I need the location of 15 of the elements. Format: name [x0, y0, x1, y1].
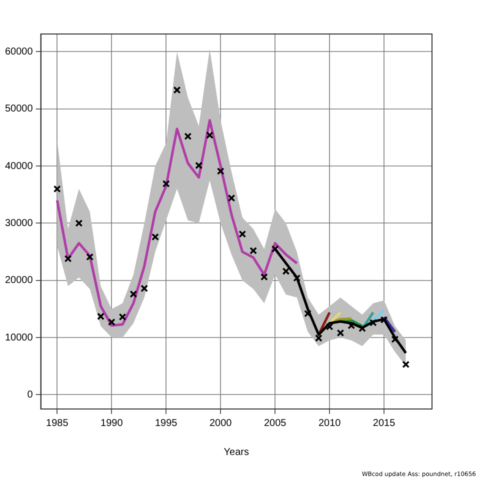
y-tick-label: 60000 — [4, 46, 34, 58]
y-tick-label: 50000 — [4, 104, 34, 115]
y-tick-label: 0 — [27, 389, 34, 400]
y-tick-label: 10000 — [4, 332, 34, 344]
x-tick-label: 2000 — [209, 418, 232, 429]
x-tick-label: 1985 — [46, 418, 69, 429]
x-tick-label: 2015 — [372, 418, 396, 429]
x-axis-title: Years — [224, 446, 250, 458]
y-tick-label: 30000 — [4, 218, 34, 229]
x-tick-label: 2010 — [318, 418, 342, 429]
x-tick-label: 2005 — [264, 418, 287, 429]
x-tick-label: 1990 — [100, 418, 124, 429]
y-tick-label: 20000 — [4, 275, 34, 286]
y-tick-label: 40000 — [4, 160, 34, 172]
x-tick-label: 1995 — [154, 418, 178, 429]
